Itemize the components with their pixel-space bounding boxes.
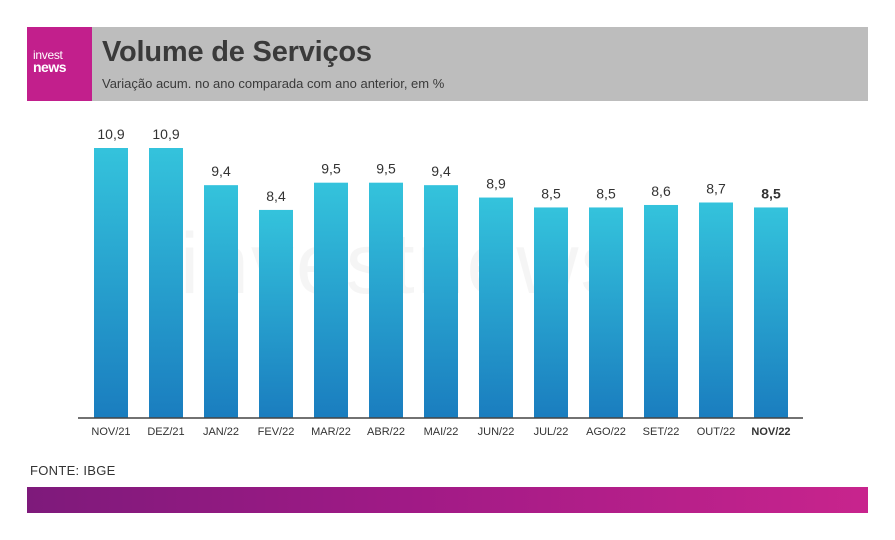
x-tick-label: MAR/22 (311, 426, 351, 438)
bar-mai-22 (424, 185, 458, 418)
value-label: 8,5 (761, 185, 781, 201)
chart-header: invest news Volume de Serviços Variação … (27, 27, 868, 101)
logo-text-top: invest (33, 48, 63, 62)
bar-jul-22 (534, 207, 568, 418)
x-tick-label: MAI/22 (424, 426, 459, 438)
x-tick-label: OUT/22 (697, 426, 736, 438)
value-label: 9,4 (211, 163, 231, 179)
value-label: 8,5 (541, 185, 561, 201)
value-label: 9,5 (321, 161, 341, 177)
bar-out-22 (699, 202, 733, 418)
x-tick-label: AGO/22 (586, 426, 626, 438)
brand-logo: invest news (27, 27, 92, 101)
bar-dez-21 (149, 148, 183, 418)
footer-bar (27, 487, 868, 513)
bar-chart: 10,9 10,9 9,4 8,4 9,5 9,5 9,4 8,9 8,5 8,5 8,6 8,7 8,… (78, 126, 803, 438)
value-label: 10,9 (152, 126, 179, 142)
bar-jan-22 (204, 185, 238, 418)
bar-abr-22 (369, 182, 403, 418)
bar-mar-22 (314, 182, 348, 418)
chart-title: Volume de Serviços (102, 36, 372, 68)
x-tick-label: FEV/22 (258, 426, 295, 438)
x-tick-label: SET/22 (643, 426, 680, 438)
value-label: 9,4 (431, 163, 451, 179)
x-tick-label: NOV/21 (91, 426, 130, 438)
logo-text-bottom: news (33, 59, 67, 75)
x-tick-label: ABR/22 (367, 426, 405, 438)
x-tick-label: JUL/22 (534, 426, 569, 438)
value-label: 8,6 (651, 183, 671, 199)
bar-fev-22 (259, 209, 293, 418)
x-tick-label: JAN/22 (203, 426, 239, 438)
x-tick-label: DEZ/21 (147, 426, 184, 438)
source-note: FONTE: IBGE (30, 463, 116, 478)
bar-jun-22 (479, 197, 513, 418)
x-tick-label: JUN/22 (478, 426, 515, 438)
value-label: 8,5 (596, 185, 616, 201)
value-labels-group: 10,9 10,9 9,4 8,4 9,5 9,5 9,4 8,9 8,5 8,5 8,6 8,7 8,… (97, 126, 781, 204)
value-label: 9,5 (376, 161, 396, 177)
bar-nov-22 (754, 207, 788, 418)
bar-set-22 (644, 204, 678, 418)
bar-nov-21 (94, 148, 128, 418)
value-label: 8,7 (706, 180, 726, 196)
chart-subtitle: Variação acum. no ano comparada com ano … (102, 76, 445, 91)
x-tick-label: NOV/22 (751, 426, 790, 438)
x-tick-labels-group: NOV/21 DEZ/21 JAN/22 FEV/22 MAR/22 ABR/22 MAI/… (91, 426, 790, 438)
bars-group (94, 148, 788, 418)
bar-ago-22 (589, 207, 623, 418)
value-label: 10,9 (97, 126, 124, 142)
value-label: 8,4 (266, 188, 286, 204)
value-label: 8,9 (486, 176, 506, 192)
